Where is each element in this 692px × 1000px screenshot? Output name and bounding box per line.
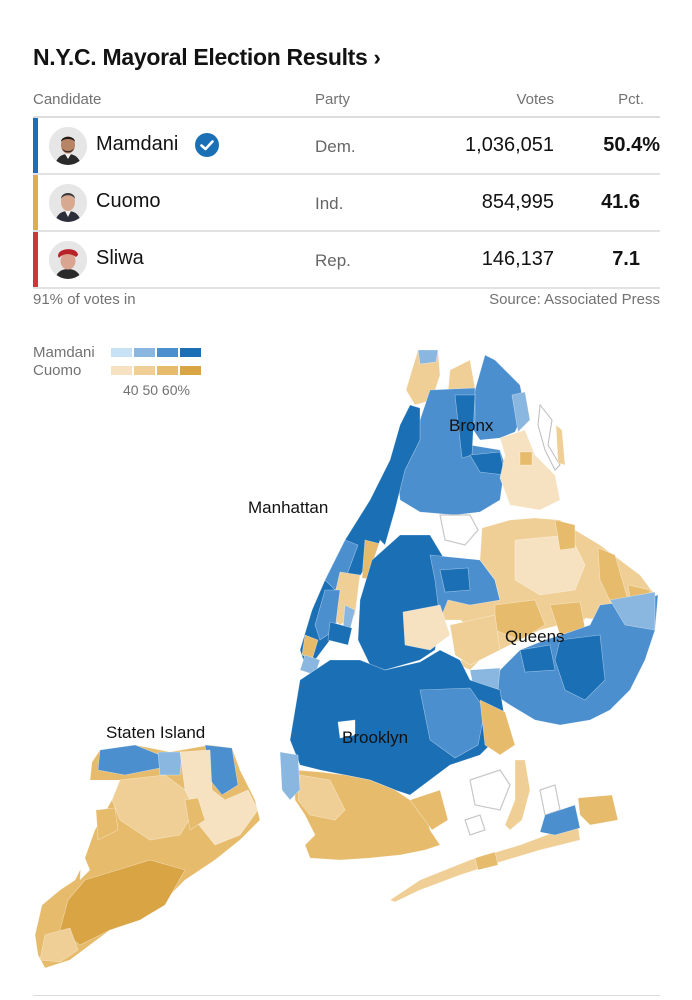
candidate-name: Cuomo: [96, 190, 161, 212]
percent: 50.4%: [603, 134, 660, 156]
avatar: [49, 184, 87, 222]
label-manhattan: Manhattan: [248, 498, 329, 517]
col-candidate: Candidate: [33, 91, 102, 108]
divider: [33, 995, 660, 996]
avatar: [49, 241, 87, 279]
party-color-bar: [33, 175, 38, 230]
col-pct: Pct.: [618, 91, 644, 108]
title-text: N.Y.C. Mayoral Election Results: [33, 44, 368, 70]
source-credit: Source: Associated Press: [489, 291, 660, 308]
votes: 854,995: [481, 191, 554, 213]
party-color-bar: [33, 232, 38, 287]
party: Dem.: [315, 137, 356, 156]
legend-label: Mamdani: [33, 344, 95, 361]
results-table: Candidate Party Votes Pct. Mamdani Dem. …: [33, 86, 660, 289]
percent: 7.1: [612, 248, 640, 270]
legend-swatch: [157, 348, 178, 357]
party: Rep.: [315, 251, 351, 270]
votes: 146,137: [481, 248, 554, 270]
percent: 41.6: [601, 191, 640, 213]
choropleth-map[interactable]: Bronx Manhattan Queens Brooklyn Staten I…: [0, 330, 692, 980]
legend-ticks: 40 50 60%: [123, 382, 190, 398]
label-queens: Queens: [505, 627, 565, 646]
votes: 1,036,051: [465, 134, 554, 156]
reporting-status: 91% of votes in: [33, 291, 136, 308]
verified-check-icon: [195, 133, 219, 157]
legend-swatch: [157, 366, 178, 375]
col-party: Party: [315, 91, 351, 108]
legend-swatch: [134, 348, 155, 357]
chevron-right-icon: ›: [373, 45, 381, 70]
legend-label: Cuomo: [33, 362, 82, 379]
page-title[interactable]: N.Y.C. Mayoral Election Results ›: [33, 44, 381, 71]
label-brooklyn: Brooklyn: [342, 728, 409, 747]
legend-swatch: [111, 348, 132, 357]
candidate-name: Sliwa: [96, 247, 144, 269]
legend-swatch: [180, 348, 201, 357]
col-votes: Votes: [516, 91, 554, 108]
label-staten-island: Staten Island: [106, 723, 206, 742]
party-color-bar: [33, 118, 38, 173]
avatar: [49, 127, 87, 165]
legend-swatch: [134, 366, 155, 375]
legend-swatch: [111, 366, 132, 375]
table-row: Cuomo Ind. 854,995 41.6: [33, 175, 660, 232]
candidate-name: Mamdani: [96, 133, 179, 155]
legend-swatch: [180, 366, 201, 375]
map-svg: [34, 349, 659, 969]
table-row: Mamdani Dem. 1,036,051 50.4%: [33, 118, 660, 175]
table-header: Candidate Party Votes Pct.: [33, 86, 660, 118]
table-row: Sliwa Rep. 146,137 7.1: [33, 232, 660, 289]
label-bronx: Bronx: [449, 416, 494, 435]
table-footer: 91% of votes in Source: Associated Press: [33, 291, 660, 308]
party: Ind.: [315, 194, 344, 213]
